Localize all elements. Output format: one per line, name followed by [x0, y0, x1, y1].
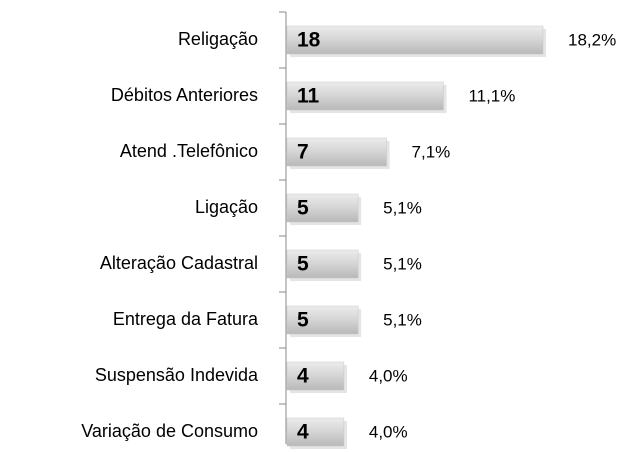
bar [286, 137, 387, 167]
category-label: Variação de Consumo [81, 421, 258, 441]
bar-value-label: 11 [297, 85, 320, 108]
category-label: Alteração Cadastral [100, 253, 258, 273]
percent-label: 18,2% [568, 30, 616, 49]
category-label: Entrega da Fatura [113, 309, 259, 329]
category-label: Atend .Telefônico [120, 141, 258, 161]
bar [286, 305, 359, 335]
category-label: Suspensão Indevida [95, 365, 259, 385]
percent-label: 4,0% [369, 366, 408, 385]
bar-value-label: 4 [297, 421, 309, 444]
bar-value-label: 4 [297, 365, 309, 388]
bar [286, 361, 345, 391]
category-label: Ligação [195, 197, 258, 217]
bar [286, 417, 345, 447]
bar [286, 25, 544, 55]
bar [286, 249, 359, 279]
percent-label: 11,1% [468, 86, 515, 105]
percent-label: 7,1% [412, 142, 451, 161]
bar-value-label: 5 [297, 253, 309, 276]
percent-label: 5,1% [383, 254, 422, 273]
percent-label: 5,1% [383, 310, 422, 329]
bar-value-label: 5 [297, 309, 309, 332]
category-label: Débitos Anteriores [111, 85, 258, 105]
bar-value-label: 18 [297, 29, 321, 52]
percent-label: 4,0% [369, 422, 408, 441]
percent-label: 5,1% [383, 198, 422, 217]
bar-value-label: 7 [297, 141, 309, 164]
bar [286, 193, 359, 223]
bar [286, 81, 444, 111]
category-label: Religação [178, 29, 258, 49]
bar-value-label: 5 [297, 197, 309, 220]
